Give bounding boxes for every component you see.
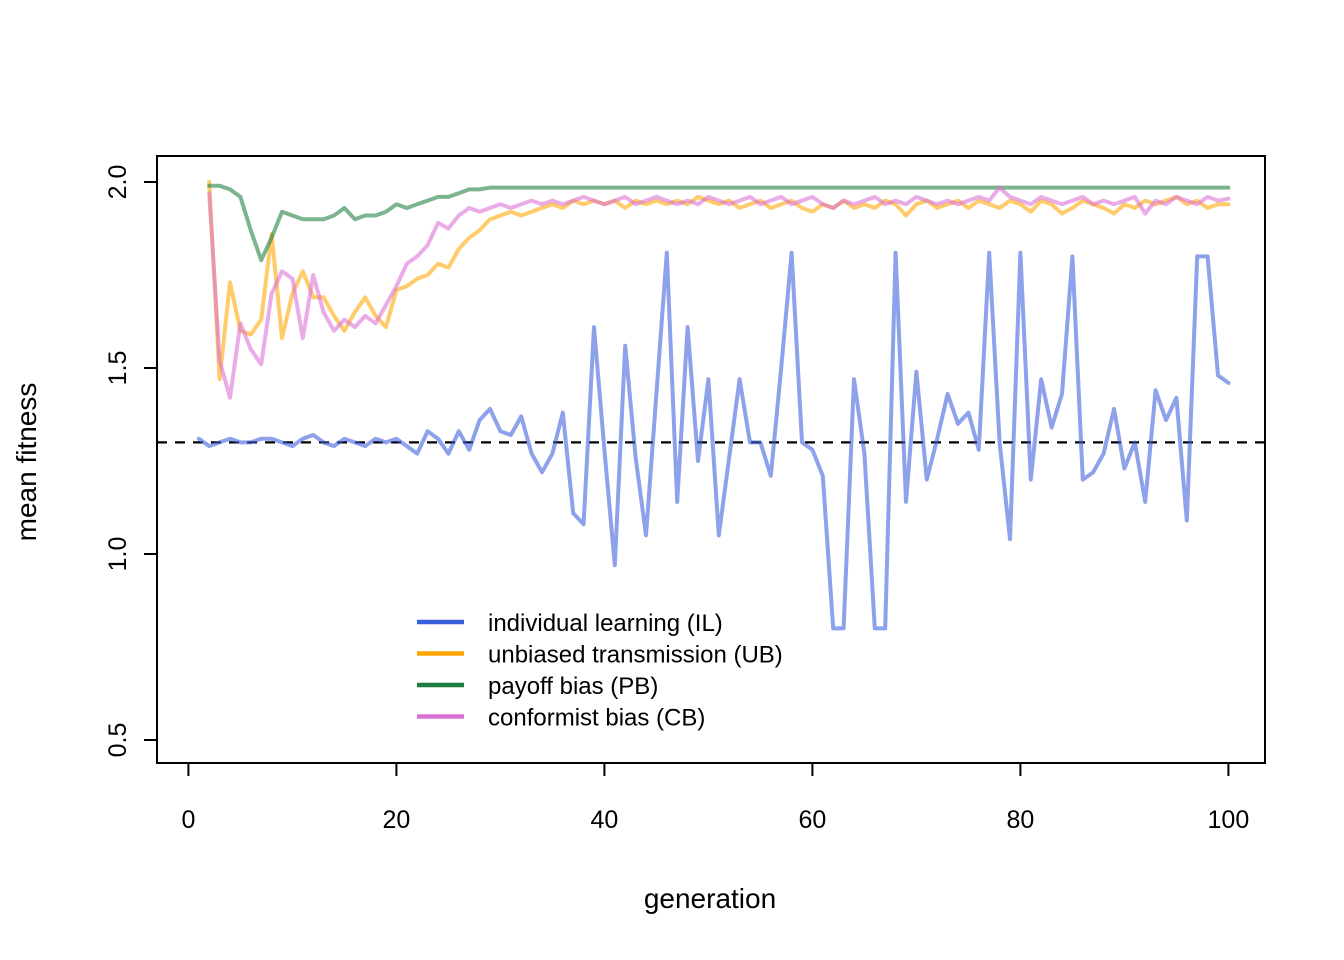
y-axis-tick-label: 0.5: [104, 723, 132, 758]
x-axis-tick-label: 100: [1208, 806, 1250, 834]
x-axis-tick-label: 80: [1006, 806, 1034, 834]
x-axis-tick-label: 20: [382, 806, 410, 834]
x-axis-tick-label: 0: [181, 806, 195, 834]
series-line-4: [207, 185, 1231, 400]
x-axis-tick-label: 60: [798, 806, 826, 834]
series-line-1: [196, 250, 1231, 631]
y-axis-tick-label: 1.0: [104, 537, 132, 572]
y-axis-tick-label: 1.5: [104, 351, 132, 386]
x-axis-tick-label: 40: [590, 806, 618, 834]
legend-label-1: individual learning (IL): [488, 610, 723, 637]
legend-label-3: payoff bias (PB): [488, 673, 658, 700]
legend-label-4: conformist bias (CB): [488, 705, 705, 732]
x-axis-title: generation: [644, 883, 776, 914]
chart-generated-layer: 0 20 40 60 80 100 0.5 1.0 1.5 2.0 individual learn…: [104, 155, 1266, 834]
y-axis-title: mean fitness: [11, 383, 42, 542]
series-line-3: [207, 183, 1231, 263]
y-axis-tick-label: 2.0: [104, 165, 132, 200]
legend-label-2: unbiased transmission (UB): [488, 642, 783, 669]
plot-box: [156, 155, 1266, 764]
